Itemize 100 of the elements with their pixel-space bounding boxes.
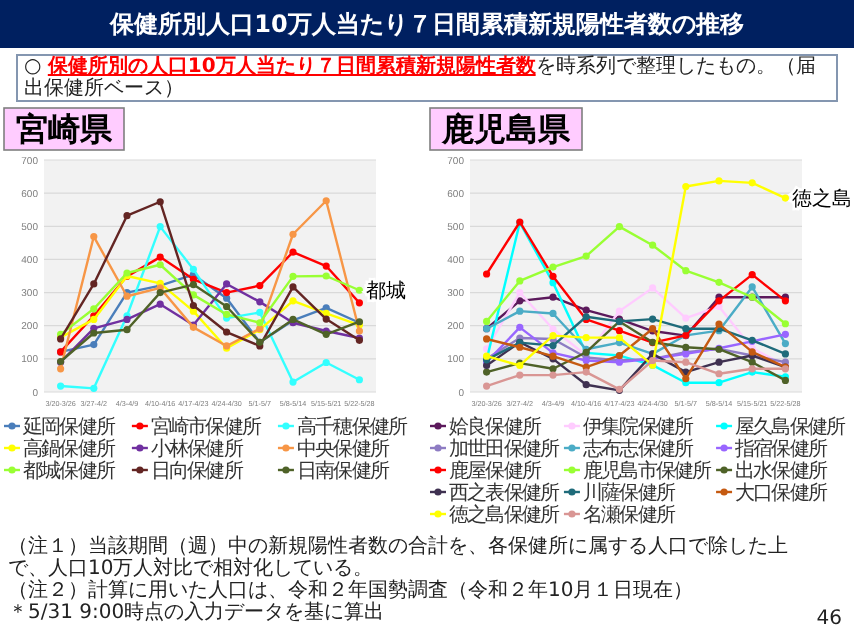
point [256, 298, 264, 306]
point [483, 270, 491, 278]
point [90, 341, 98, 349]
line-series [483, 223, 789, 328]
point [549, 309, 557, 318]
point [189, 301, 197, 310]
point [549, 293, 557, 301]
text: 保健所別人口10万人当たり７日間累積新規陽性者数の推移 [0, 0, 854, 48]
point [781, 330, 789, 338]
point [223, 280, 231, 288]
point [516, 371, 524, 379]
point [682, 314, 690, 322]
legend-label: 西之表保健所 [449, 481, 560, 505]
point [256, 308, 264, 317]
point [682, 358, 690, 366]
point [322, 358, 330, 367]
legend-label: 志布志保健所 [582, 437, 694, 461]
point [715, 358, 723, 366]
point [649, 315, 657, 323]
point [123, 326, 131, 334]
line-series [57, 248, 363, 356]
point [57, 365, 65, 373]
point [322, 272, 330, 280]
legend-label: 屋久島保健所 [735, 415, 847, 439]
point [90, 384, 98, 392]
point [189, 265, 197, 273]
point [615, 307, 623, 315]
point [223, 288, 231, 297]
point [322, 197, 330, 205]
point [582, 334, 590, 342]
point [649, 284, 657, 292]
point [682, 182, 690, 191]
point [582, 381, 590, 389]
point [483, 382, 491, 390]
point [189, 281, 197, 289]
point [715, 278, 723, 286]
point [289, 378, 297, 386]
point [748, 283, 756, 291]
point [715, 320, 723, 328]
point [223, 302, 231, 311]
point [289, 297, 297, 305]
chart-title: 宮崎県 [16, 110, 114, 148]
point [748, 271, 756, 279]
point [748, 358, 756, 366]
point [289, 272, 297, 280]
text: （注１）当該期間（週）中の新規陽性者数の合計を、各保健所に属する人口で除した上で、人口10万人対比で相対化している。 [8, 536, 790, 580]
legend-label: 川薩保健所 [582, 481, 676, 505]
legend-label: 中央保健所 [296, 437, 390, 461]
point [516, 307, 524, 315]
legend-label: 高千穂保健所 [296, 415, 408, 439]
point [516, 297, 524, 305]
point [649, 241, 657, 249]
point [156, 300, 164, 308]
point [715, 370, 723, 378]
legend-label: 高鍋保健所 [23, 437, 116, 461]
point [715, 379, 723, 387]
legend-label: 日向保健所 [150, 459, 244, 483]
point [483, 317, 491, 326]
point [549, 371, 557, 379]
legend-label: 姶良保健所 [449, 415, 542, 439]
point [156, 223, 164, 231]
point [355, 376, 363, 384]
legend-label: 宮崎市保健所 [150, 415, 262, 439]
point [516, 323, 524, 331]
point [549, 263, 557, 271]
point [322, 262, 330, 270]
point [582, 306, 590, 314]
legend-label: 加世田保健所 [449, 437, 560, 461]
chart-title: 鹿児島県 [440, 110, 572, 148]
legend-label: 出水保健所 [735, 459, 828, 483]
point [516, 277, 524, 285]
point [582, 368, 590, 376]
point [57, 382, 65, 390]
point [582, 252, 590, 260]
point [516, 288, 524, 297]
point [682, 343, 690, 351]
text: 46 [816, 608, 842, 630]
legend-label: 名瀬保健所 [582, 503, 676, 527]
text: （注２）計算に用いた人口は、令和２年国勢調査（令和２年10月１日現在） [8, 580, 696, 602]
point [256, 319, 264, 327]
legend-label: 徳之島保健所 [449, 503, 560, 527]
point [549, 342, 557, 350]
point [156, 288, 164, 297]
legend-label: 鹿児島市保健所 [582, 459, 713, 483]
legend-label: 日南保健所 [296, 459, 390, 483]
point [322, 315, 330, 323]
point [289, 248, 297, 256]
legend-label: 鹿屋保健所 [449, 459, 542, 483]
point [322, 304, 330, 312]
legend-label: 都城保健所 [23, 459, 116, 483]
point [549, 365, 557, 373]
point [90, 305, 98, 313]
point [90, 232, 98, 241]
legend-label: 延岡保健所 [21, 415, 116, 439]
point [355, 299, 363, 307]
point [156, 253, 164, 261]
point [781, 340, 789, 348]
point [715, 177, 723, 185]
point [615, 327, 623, 335]
point [781, 194, 789, 202]
